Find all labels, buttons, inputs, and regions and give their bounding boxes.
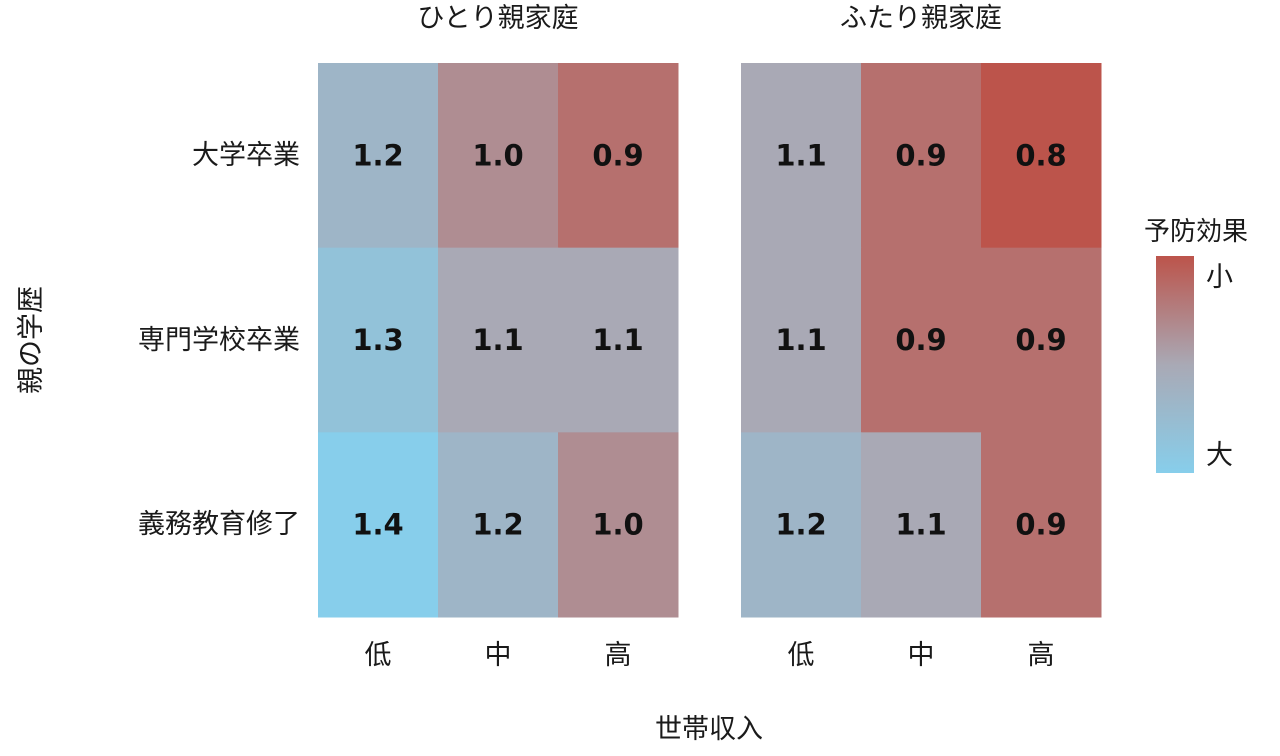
heatmap-cell bbox=[318, 432, 439, 618]
heatmap-cell bbox=[741, 432, 862, 618]
cell-value-label: 1.0 bbox=[472, 138, 523, 172]
row-label-vocational: 専門学校卒業 bbox=[138, 325, 300, 356]
col-label-low-left: 低 bbox=[365, 640, 392, 671]
row-label-university: 大学卒業 bbox=[192, 140, 300, 171]
cell-value-label: 1.0 bbox=[592, 508, 643, 542]
col-label-high-right: 高 bbox=[1028, 640, 1055, 671]
heatmap-cell bbox=[558, 247, 679, 433]
heatmap-cell bbox=[558, 432, 679, 618]
panel-title-right: ふたり親家庭 bbox=[840, 3, 1002, 34]
col-label-mid-right: 中 bbox=[908, 640, 935, 671]
y-axis-title: 親の学歴 bbox=[16, 286, 47, 394]
cell-value-label: 0.9 bbox=[895, 323, 946, 357]
cell-value-label: 1.1 bbox=[592, 323, 643, 357]
x-axis-title: 世帯収入 bbox=[655, 714, 763, 745]
col-label-high-left: 高 bbox=[605, 640, 632, 671]
legend-label-small: 小 bbox=[1206, 262, 1233, 293]
cell-value-label: 0.9 bbox=[592, 138, 643, 172]
col-label-mid-left: 中 bbox=[485, 640, 512, 671]
heatmap-cell bbox=[438, 432, 559, 618]
panel-title-left: ひとり親家庭 bbox=[417, 3, 578, 34]
cell-value-label: 1.1 bbox=[775, 138, 826, 172]
heatmap-cell bbox=[861, 432, 982, 618]
heatmap-cell bbox=[558, 63, 679, 249]
cell-value-label: 1.4 bbox=[352, 508, 403, 542]
legend-label-large: 大 bbox=[1206, 440, 1233, 471]
cell-value-label: 0.9 bbox=[1015, 323, 1066, 357]
cell-value-label: 0.8 bbox=[1015, 138, 1066, 172]
cell-value-label: 1.1 bbox=[895, 508, 946, 542]
heatmap-cell bbox=[981, 432, 1102, 618]
legend-title: 予防効果 bbox=[1144, 217, 1248, 247]
cell-value-label: 1.2 bbox=[472, 508, 523, 542]
cell-value-label: 1.3 bbox=[352, 323, 403, 357]
cell-value-label: 1.2 bbox=[352, 138, 403, 172]
heatmap-cell bbox=[438, 247, 559, 433]
heatmap-cell bbox=[318, 63, 439, 249]
heatmap-cell bbox=[981, 63, 1102, 249]
heatmap-cell bbox=[861, 247, 982, 433]
cell-value-label: 1.1 bbox=[472, 323, 523, 357]
row-label-compulsory: 義務教育修了 bbox=[138, 509, 300, 540]
heatmap-cell bbox=[438, 63, 559, 249]
heatmap-cell bbox=[861, 63, 982, 249]
col-label-low-right: 低 bbox=[788, 640, 815, 671]
heatmap-cell bbox=[741, 63, 862, 249]
heatmap-cell bbox=[741, 247, 862, 433]
heatmap-cell bbox=[318, 247, 439, 433]
cell-value-label: 0.9 bbox=[895, 138, 946, 172]
legend-colorbar bbox=[1156, 256, 1194, 473]
cell-value-label: 1.1 bbox=[775, 323, 826, 357]
cell-value-label: 1.2 bbox=[775, 508, 826, 542]
heatmap-cell bbox=[981, 247, 1102, 433]
cell-value-label: 0.9 bbox=[1015, 508, 1066, 542]
